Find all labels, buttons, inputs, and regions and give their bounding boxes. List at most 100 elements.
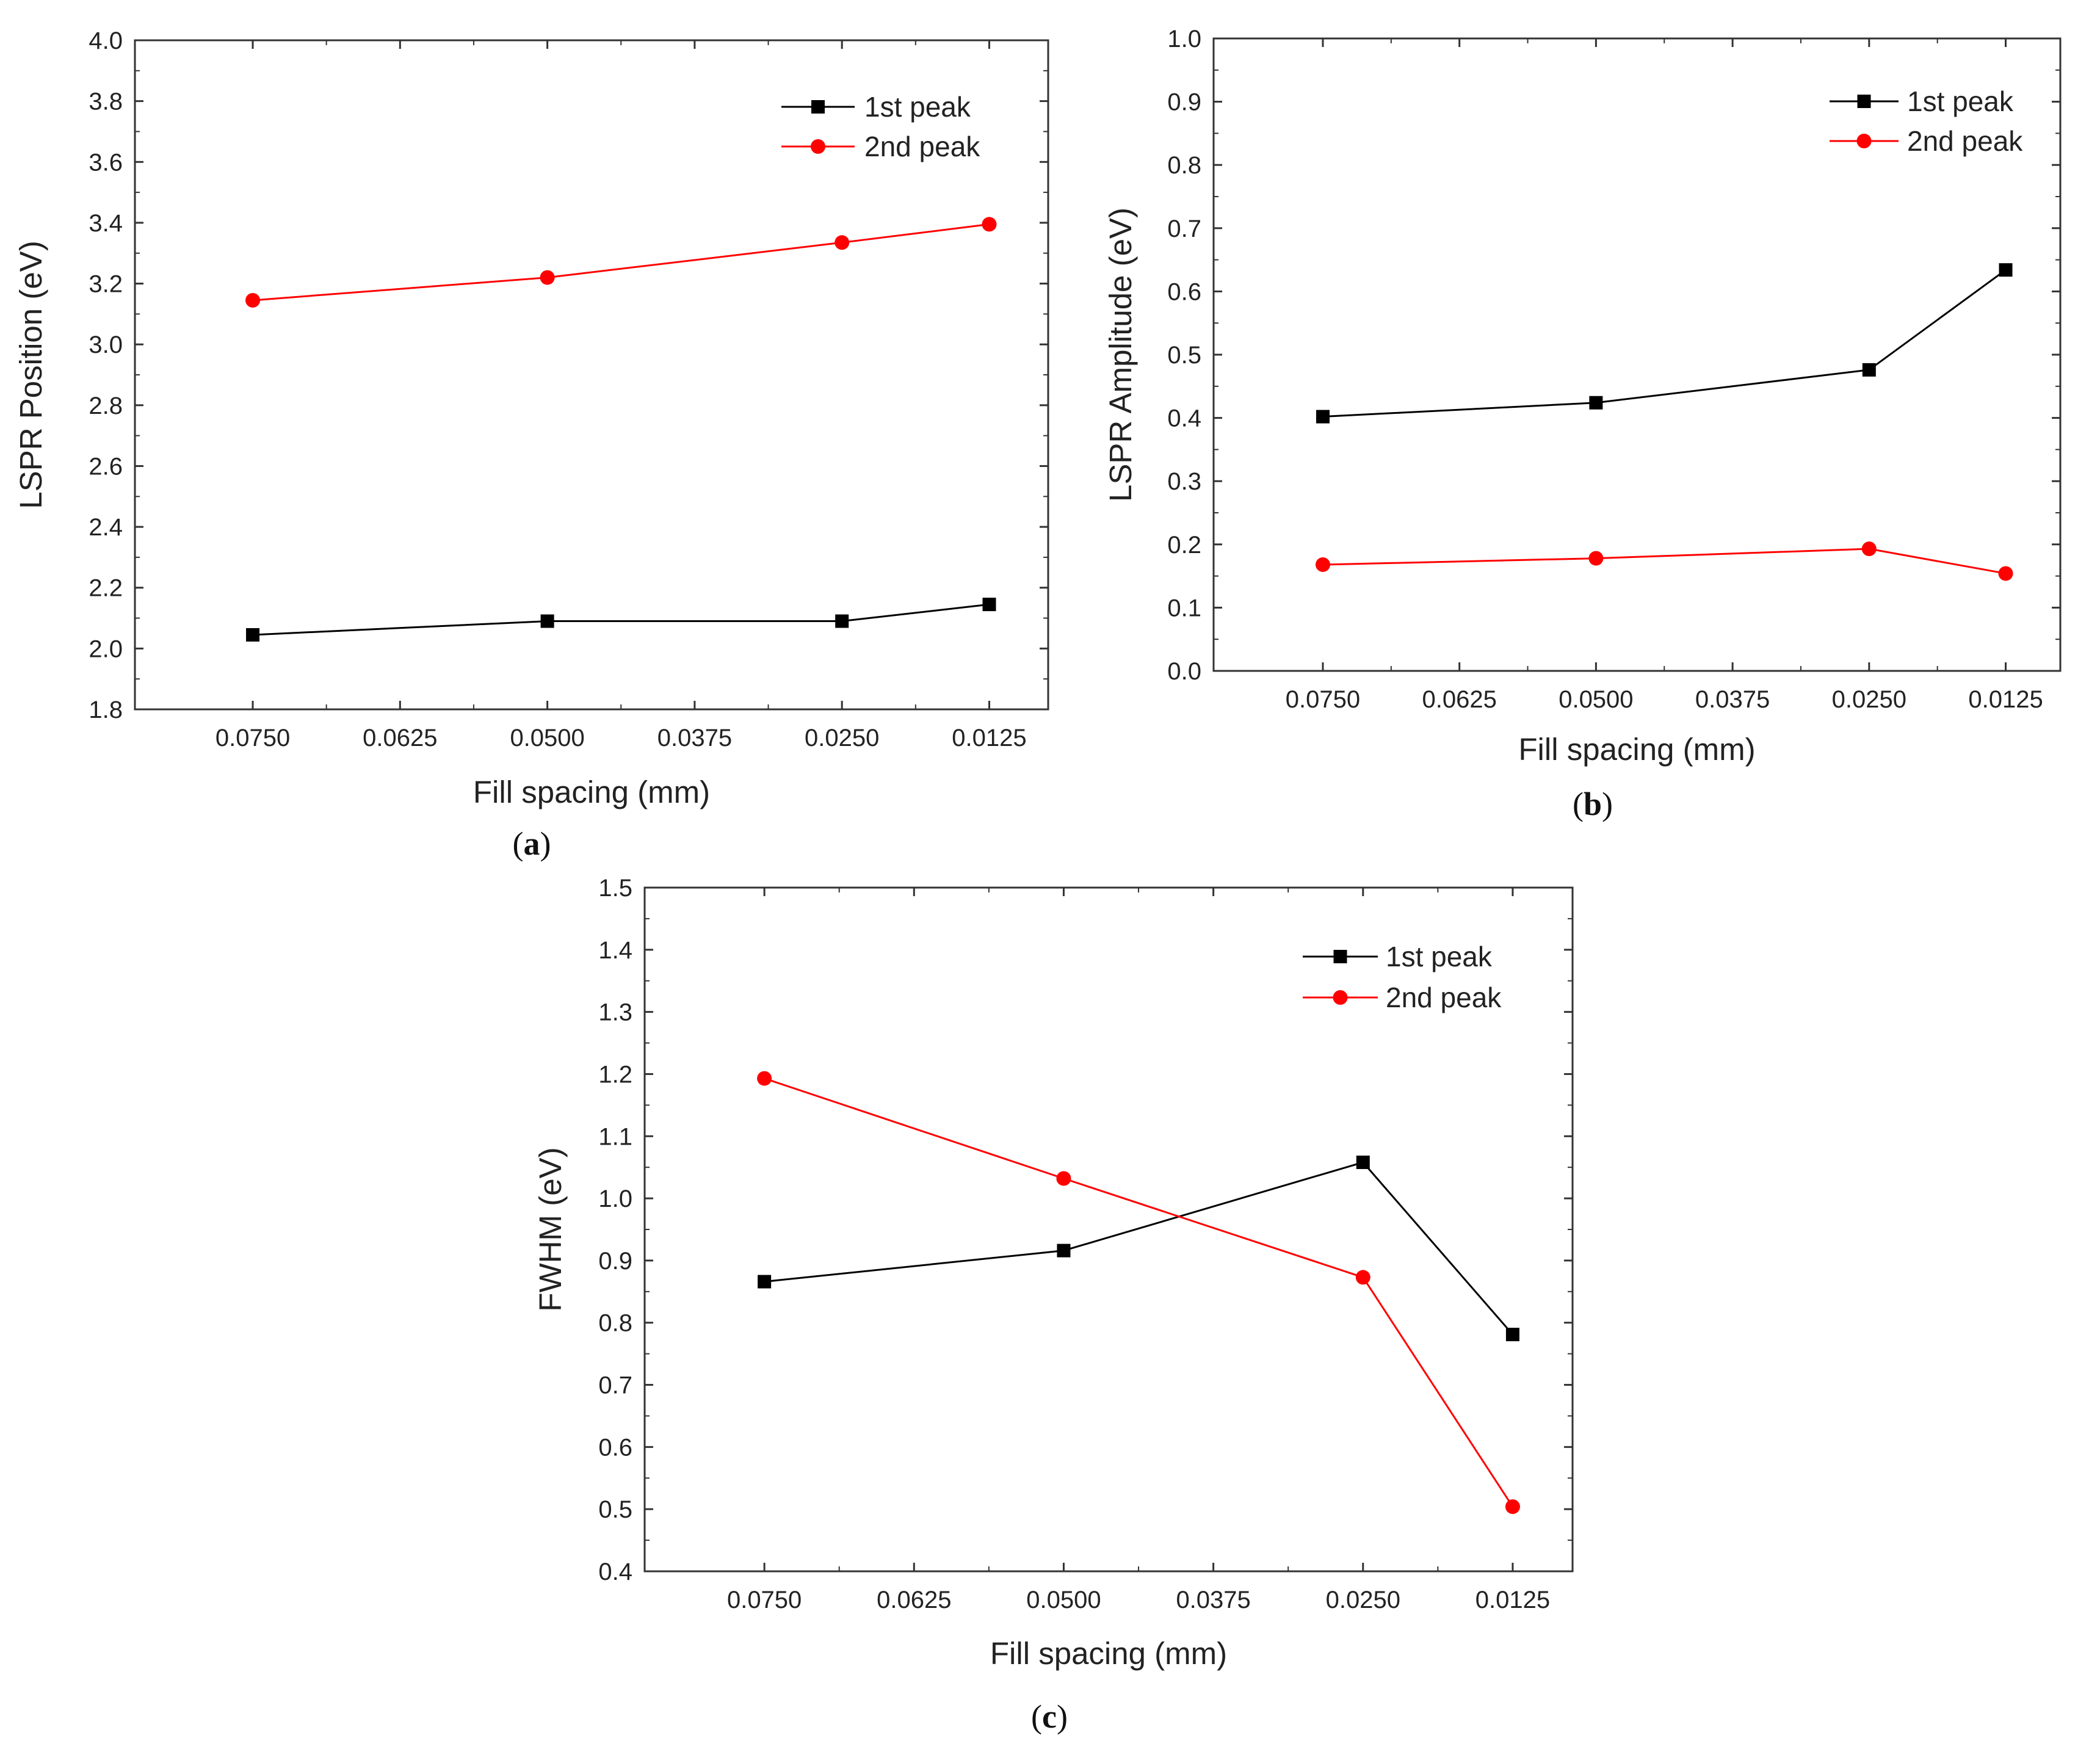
chart-panel-a: 1.8 2.0 2.2 2.4 2.6 2.8 3.0 3.2 3.4 3.6 3.8 4.0 0.07… <box>13 27 1049 862</box>
chart-panel-b: 0.0 0.1 0.2 0.3 0.4 0.5 0.6 0.7 0.8 0.9 1.0 0.0750 0… <box>1103 26 2062 822</box>
y-tick-label: 1.0 <box>1167 26 1201 52</box>
legend-label: 2nd peak <box>1907 125 2023 157</box>
y-tick-label: 0.3 <box>1167 468 1201 495</box>
x-axis-title: Fill spacing (mm) <box>473 775 710 809</box>
data-point-first-peak <box>246 628 260 642</box>
series-line-second-peak <box>1322 548 2006 574</box>
data-point-first-peak <box>835 614 849 628</box>
y-tick-label: 0.9 <box>598 1248 632 1275</box>
y-tick-label: 0.4 <box>598 1558 632 1585</box>
y-tick-label: 3.8 <box>89 89 123 115</box>
legend-marker-square <box>1333 950 1347 963</box>
series-line-second-peak <box>252 223 990 302</box>
data-point-second-peak <box>1861 541 1877 557</box>
y-tick-label: 1.8 <box>89 697 123 723</box>
y-tick-label: 0.7 <box>1167 215 1201 242</box>
y-tick-label: 3.6 <box>89 149 123 176</box>
y-tick-label: 1.3 <box>598 999 632 1026</box>
data-point-first-peak <box>982 598 996 612</box>
y-tick-label: 1.2 <box>598 1061 632 1088</box>
y-tick-label: 0.7 <box>598 1372 632 1399</box>
x-tick-label: 0.0625 <box>877 1587 951 1613</box>
data-point-second-peak <box>540 270 555 285</box>
legend-marker-square <box>811 100 825 114</box>
y-tick-label: 1.4 <box>598 937 632 964</box>
data-point-first-peak <box>1057 1243 1071 1258</box>
y-axis-title: LSPR Amplitude (eV) <box>1103 208 1138 502</box>
series-line-first-peak <box>1322 269 2007 418</box>
y-tick-label: 0.4 <box>1167 405 1201 432</box>
y-tick-label: 0.9 <box>1167 89 1201 116</box>
data-point-second-peak <box>1056 1171 1071 1186</box>
data-point-first-peak <box>1999 263 2013 277</box>
x-tick-label: 0.0375 <box>1176 1587 1250 1613</box>
x-tick-label: 0.0500 <box>1559 686 1633 713</box>
x-tick-label: 0.0625 <box>363 725 437 751</box>
y-tick-label: 2.6 <box>89 453 123 480</box>
data-point-second-peak <box>835 235 850 250</box>
x-tick-label: 0.0125 <box>952 725 1026 751</box>
x-tick-label: 0.0750 <box>1286 686 1360 713</box>
y-tick-label: 1.0 <box>598 1185 632 1212</box>
data-point-second-peak <box>1588 551 1604 566</box>
y-tick-label: 0.8 <box>598 1310 632 1337</box>
x-tick-label: 0.0750 <box>215 725 290 751</box>
x-tick-label: 0.0375 <box>657 725 732 751</box>
legend-label: 1st peak <box>864 91 971 123</box>
x-tick-label: 0.0375 <box>1695 686 1770 713</box>
x-axis-title: Fill spacing (mm) <box>1518 732 1755 767</box>
legend-label: 2nd peak <box>1386 982 1502 1013</box>
y-tick-label: 2.8 <box>89 393 123 419</box>
x-tick-label: 0.0250 <box>1326 1587 1400 1613</box>
x-axis-title: Fill spacing (mm) <box>990 1636 1227 1671</box>
x-tick-label: 0.0125 <box>1475 1587 1550 1613</box>
data-point-first-peak <box>1356 1156 1370 1170</box>
data-point-first-peak <box>1505 1328 1519 1342</box>
panel-label: (c) <box>1031 1698 1068 1735</box>
y-tick-label: 0.2 <box>1167 532 1201 559</box>
y-tick-label: 0.0 <box>1167 658 1201 685</box>
y-tick-label: 0.5 <box>598 1496 632 1523</box>
data-point-first-peak <box>1862 363 1876 377</box>
data-point-first-peak <box>1589 396 1603 410</box>
x-tick-label: 0.0250 <box>805 725 879 751</box>
legend-label: 2nd peak <box>864 131 980 162</box>
legend-marker-square <box>1857 95 1871 108</box>
y-tick-label: 0.1 <box>1167 595 1201 621</box>
data-point-first-peak <box>758 1275 772 1289</box>
data-point-second-peak <box>245 292 261 308</box>
y-tick-label: 4.0 <box>89 27 123 54</box>
y-tick-label: 2.2 <box>89 575 123 602</box>
data-point-second-peak <box>757 1071 772 1086</box>
y-tick-label: 3.4 <box>89 210 123 237</box>
y-tick-label: 1.5 <box>598 875 632 902</box>
series-line-first-peak <box>252 603 990 636</box>
y-tick-label: 0.8 <box>1167 152 1201 179</box>
legend-marker-circle <box>1333 990 1348 1005</box>
y-tick-label: 3.0 <box>89 331 123 358</box>
data-point-second-peak <box>982 217 997 232</box>
series-line-first-peak <box>764 1161 1514 1336</box>
panel-label: (a) <box>513 825 551 862</box>
y-tick-label: 1.1 <box>598 1123 632 1150</box>
legend-marker-circle <box>1856 134 1872 148</box>
data-point-first-peak <box>1316 410 1330 424</box>
panel-label: (b) <box>1573 786 1613 822</box>
y-tick-label: 2.0 <box>89 635 123 662</box>
x-tick-label: 0.0750 <box>727 1587 802 1613</box>
data-point-second-peak <box>1505 1499 1520 1515</box>
data-point-first-peak <box>540 614 554 628</box>
series-line-second-peak <box>764 1077 1514 1507</box>
y-axis-title: LSPR Position (eV) <box>13 241 48 509</box>
data-point-second-peak <box>1998 566 2013 581</box>
chart-panel-c: 0.4 0.5 0.6 0.7 0.8 0.9 1.0 1.1 1.2 1.3 1.4 1.5 0.07… <box>533 875 1574 1735</box>
y-tick-label: 0.5 <box>1167 342 1201 369</box>
legend-label: 1st peak <box>1386 941 1493 972</box>
y-tick-label: 2.4 <box>89 514 123 541</box>
legend-marker-circle <box>811 139 825 154</box>
y-tick-label: 3.2 <box>89 271 123 298</box>
x-tick-label: 0.0625 <box>1422 686 1497 713</box>
data-point-second-peak <box>1315 557 1330 572</box>
legend-label: 1st peak <box>1907 85 2014 117</box>
